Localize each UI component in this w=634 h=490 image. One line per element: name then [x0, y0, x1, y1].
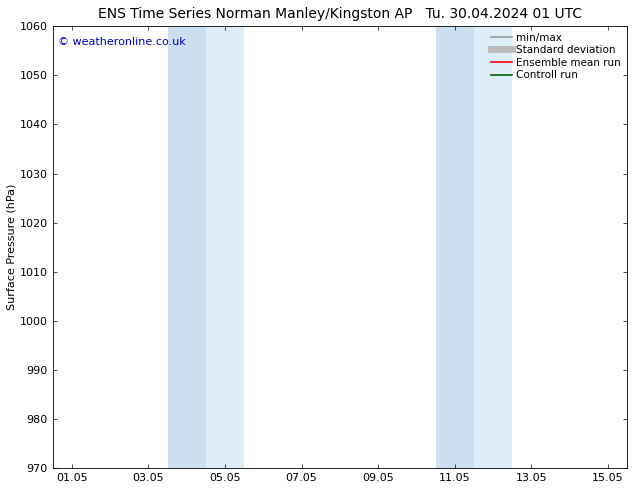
- Legend: min/max, Standard deviation, Ensemble mean run, Controll run: min/max, Standard deviation, Ensemble me…: [487, 28, 625, 84]
- Bar: [474, 26, 512, 468]
- Text: © weatheronline.co.uk: © weatheronline.co.uk: [58, 37, 186, 48]
- Bar: [206, 26, 244, 468]
- Bar: [167, 26, 206, 468]
- Bar: [436, 26, 474, 468]
- Title: ENS Time Series Norman Manley/Kingston AP   Tu. 30.04.2024 01 UTC: ENS Time Series Norman Manley/Kingston A…: [98, 7, 582, 21]
- Y-axis label: Surface Pressure (hPa): Surface Pressure (hPa): [7, 184, 17, 311]
